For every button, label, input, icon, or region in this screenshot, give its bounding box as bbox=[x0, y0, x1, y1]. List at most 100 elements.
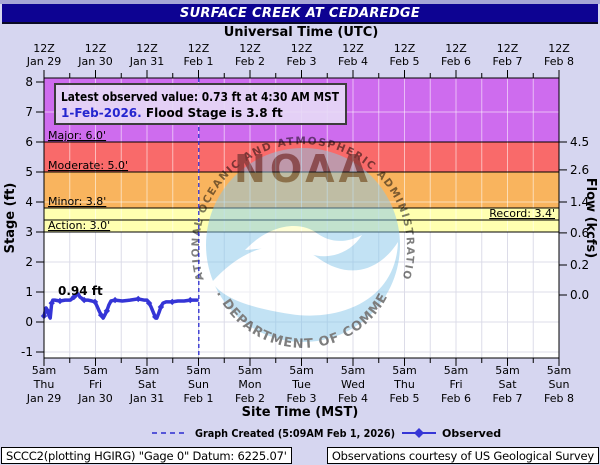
mst-day-label: Tue bbox=[291, 378, 311, 391]
stage-tick-label: 3 bbox=[25, 225, 33, 239]
flow-tick-label: 2.6 bbox=[570, 163, 589, 177]
mst-date-label: Feb 2 bbox=[235, 392, 265, 405]
mst-day-label: Sat bbox=[498, 378, 517, 391]
stage-axis-title: Stage (ft) bbox=[3, 183, 18, 254]
stage-tick-label: 6 bbox=[25, 135, 33, 149]
stage-tick-label: -1 bbox=[21, 345, 33, 359]
window-edge bbox=[0, 0, 600, 4]
observed-series bbox=[40, 292, 199, 321]
site-time-axis-title: Site Time (MST) bbox=[242, 405, 359, 420]
utc-date-label: Feb 4 bbox=[338, 55, 368, 68]
observed-legend-label: Observed bbox=[442, 427, 501, 440]
chart-legend: Graph Created (5:09AM Feb 1, 2026) Obser… bbox=[152, 427, 501, 440]
utc-axis-title: Universal Time (UTC) bbox=[224, 25, 379, 40]
observed-marker bbox=[48, 299, 55, 307]
observed-marker bbox=[169, 298, 176, 306]
status-bar: SCCC2(plotting HGIRG) "Gage 0" Datum: 62… bbox=[0, 447, 600, 465]
utc-date-label: Feb 8 bbox=[544, 55, 574, 68]
flood-category-label-moderate[interactable]: Moderate: 5.0' bbox=[48, 159, 128, 172]
utc-tick-label: 12Z bbox=[548, 42, 570, 55]
observed-marker bbox=[135, 295, 142, 303]
mst-date-label: Jan 31 bbox=[129, 392, 164, 405]
utc-tick-label: 12Z bbox=[342, 42, 364, 55]
utc-date-label: Feb 1 bbox=[184, 55, 214, 68]
observed-marker bbox=[97, 311, 105, 319]
mst-time-label: 5am bbox=[341, 364, 365, 377]
mst-day-label: Thu bbox=[393, 378, 415, 391]
noaa-letters: NOAA bbox=[234, 147, 372, 191]
record-label[interactable]: Record: 3.4' bbox=[489, 207, 555, 220]
page-title: SURFACE CREEK AT CEDAREDGE bbox=[179, 5, 421, 21]
flow-axis-title: Flow (kcfs) bbox=[583, 178, 598, 258]
mst-time-label: 5am bbox=[186, 364, 210, 377]
observed-marker bbox=[187, 296, 194, 304]
mst-time-label: 5am bbox=[32, 364, 56, 377]
mst-date-label: Feb 3 bbox=[287, 392, 317, 405]
stage-tick-label: 0 bbox=[25, 315, 33, 329]
flood-category-label-major[interactable]: Major: 6.0' bbox=[48, 129, 106, 142]
observations-credit-status: Observations courtesy of US Geological S… bbox=[326, 447, 599, 464]
observed-marker bbox=[111, 296, 119, 304]
mst-time-label: 5am bbox=[495, 364, 519, 377]
mst-date-label: Jan 30 bbox=[77, 392, 112, 405]
mst-date-label: Jan 29 bbox=[26, 392, 61, 405]
mst-day-label: Sat bbox=[138, 378, 157, 391]
observed-marker bbox=[145, 299, 153, 307]
mst-date-label: Feb 7 bbox=[493, 392, 523, 405]
mst-day-label: Sun bbox=[188, 378, 209, 391]
utc-tick-label: 12Z bbox=[291, 42, 313, 55]
mst-date-label: Feb 1 bbox=[184, 392, 214, 405]
stage-tick-label: 8 bbox=[25, 75, 33, 89]
stage-tick-label: 5 bbox=[25, 165, 33, 179]
noaa-wave-shape bbox=[212, 242, 398, 316]
mst-day-label: Thu bbox=[33, 378, 55, 391]
latest-value-annotation: 0.94 ft bbox=[58, 284, 103, 298]
utc-date-label: Feb 5 bbox=[390, 55, 420, 68]
stage-tick-label: 2 bbox=[25, 255, 33, 269]
utc-date-label: Jan 31 bbox=[129, 55, 164, 68]
mst-day-label: Sun bbox=[549, 378, 570, 391]
utc-date-label: Feb 6 bbox=[441, 55, 471, 68]
observed-marker bbox=[56, 297, 64, 305]
title-bar: SURFACE CREEK AT CEDAREDGE bbox=[2, 4, 598, 24]
stage-tick-label: 4 bbox=[25, 195, 33, 209]
flow-tick-label: 0.2 bbox=[570, 258, 589, 272]
utc-tick-label: 12Z bbox=[136, 42, 158, 55]
mst-time-label: 5am bbox=[547, 364, 571, 377]
mst-date-label: Feb 4 bbox=[338, 392, 368, 405]
observed-marker bbox=[80, 296, 88, 304]
utc-tick-label: 12Z bbox=[445, 42, 467, 55]
utc-date-label: Feb 3 bbox=[287, 55, 317, 68]
mst-date-label: Feb 5 bbox=[390, 392, 420, 405]
latest-observed-info-box: Latest observed value: 0.73 ft at 4:30 A… bbox=[54, 83, 347, 125]
info-box-line1: Latest observed value: 0.73 ft at 4:30 A… bbox=[61, 90, 340, 104]
mst-time-label: 5am bbox=[444, 364, 468, 377]
flow-tick-label: 4.5 bbox=[570, 135, 589, 149]
mst-day-label: Mon bbox=[238, 378, 261, 391]
utc-date-label: Feb 7 bbox=[493, 55, 523, 68]
observed-marker bbox=[152, 313, 159, 321]
mst-time-label: 5am bbox=[392, 364, 416, 377]
utc-date-label: Feb 2 bbox=[235, 55, 265, 68]
flood-category-label-minor[interactable]: Minor: 3.8' bbox=[48, 195, 106, 208]
observed-marker bbox=[157, 303, 165, 311]
mst-time-label: 5am bbox=[238, 364, 262, 377]
utc-tick-label: 12Z bbox=[33, 42, 55, 55]
observed-marker bbox=[44, 307, 51, 315]
noaa-bird-icon bbox=[245, 226, 362, 257]
mst-date-label: Feb 6 bbox=[441, 392, 471, 405]
utc-tick-label: 12Z bbox=[239, 42, 261, 55]
utc-tick-label: 12Z bbox=[85, 42, 107, 55]
flow-tick-label: 0.0 bbox=[570, 288, 589, 302]
observed-legend-diamond-icon bbox=[414, 428, 424, 438]
utc-date-label: Jan 29 bbox=[26, 55, 61, 68]
station-id-status: SCCC2(plotting HGIRG) "Gage 0" Datum: 62… bbox=[1, 447, 292, 464]
flow-tick-label: 1.4 bbox=[570, 195, 589, 209]
observed-marker bbox=[91, 298, 99, 306]
svg-text:1-Feb-2026. Flood Stage: 1-Feb-2026. Flood Stage is 3.8 ft bbox=[61, 106, 283, 120]
utc-tick-label: 12Z bbox=[188, 42, 210, 55]
mst-time-label: 5am bbox=[135, 364, 159, 377]
flood-category-label-action[interactable]: Action: 3.0' bbox=[48, 219, 110, 232]
flow-tick-label: 0.6 bbox=[570, 226, 589, 240]
